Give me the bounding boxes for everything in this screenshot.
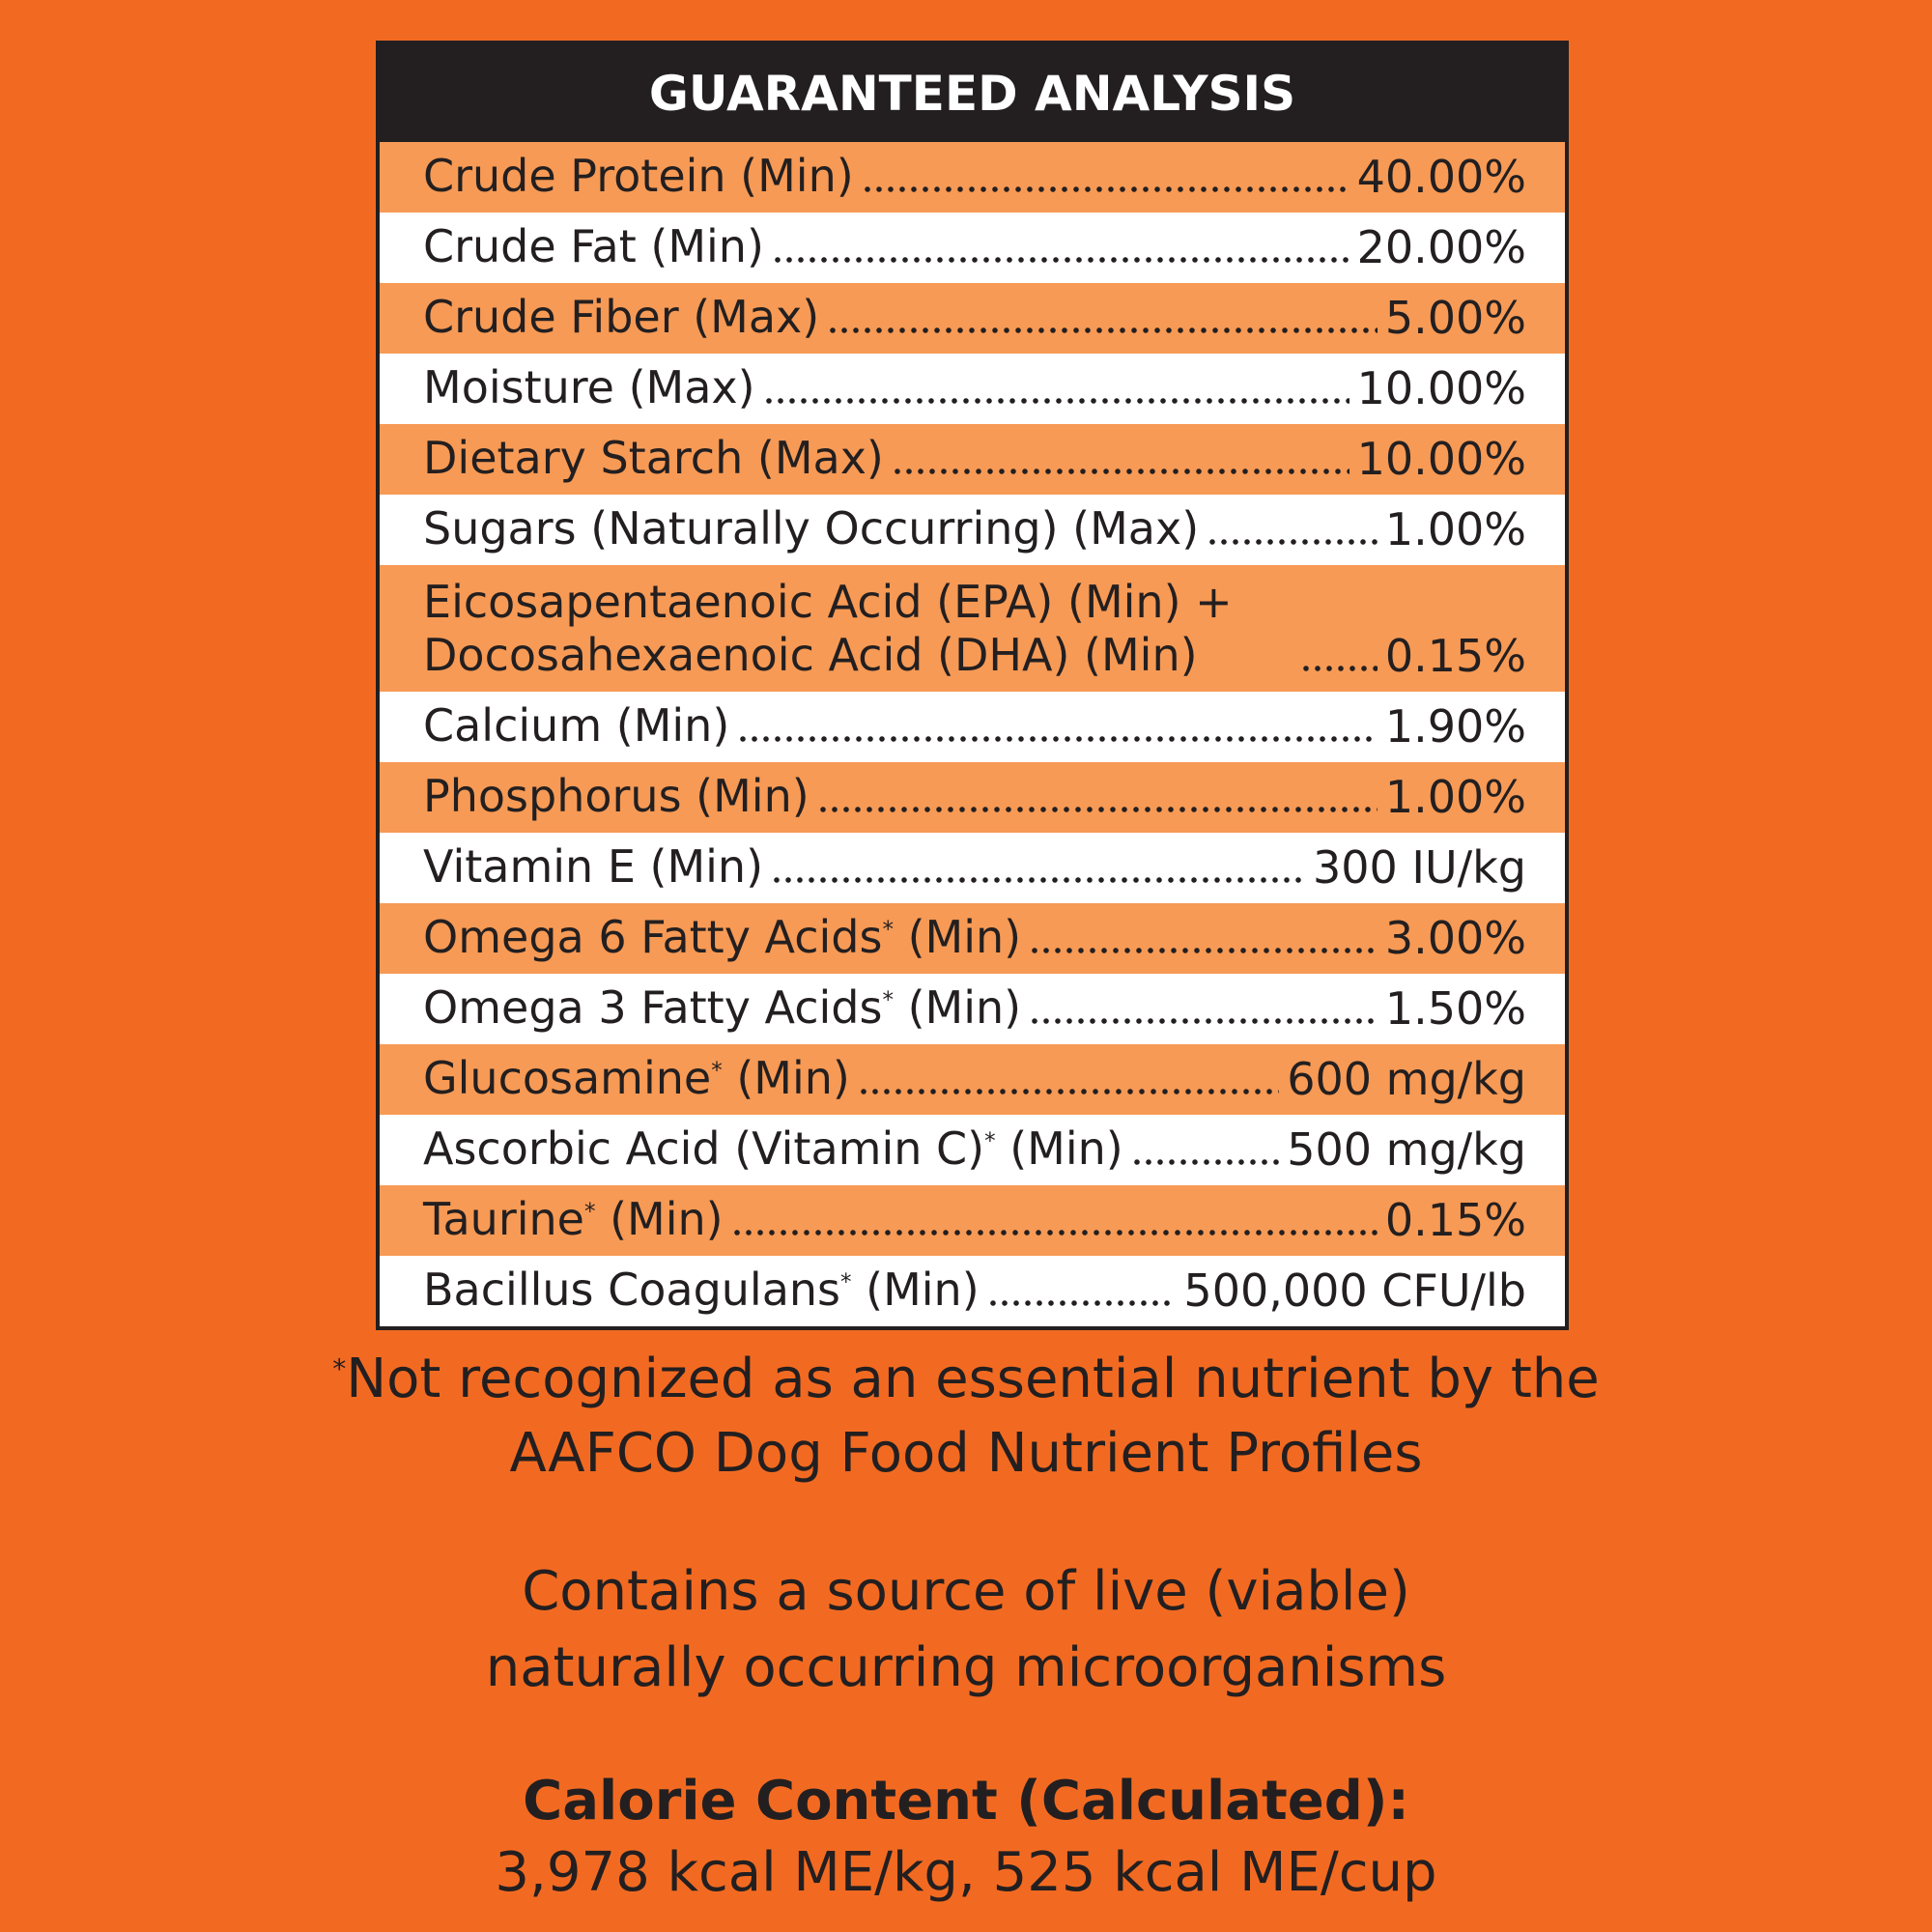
nutrient-label: Crude Fiber (Max) <box>423 290 820 343</box>
nutrient-label: Phosphorus (Min) <box>423 769 810 822</box>
table-row: Bacillus Coagulans* (Min) 500,000 CFU/lb <box>380 1256 1565 1326</box>
nutrient-value: 20.00% <box>1356 221 1526 273</box>
dot-leader <box>986 1299 1177 1307</box>
table-row: Omega 6 Fatty Acids* (Min) 3.00% <box>380 903 1565 974</box>
analysis-table: GUARANTEED ANALYSIS Crude Protein (Min) 4… <box>376 41 1569 1330</box>
nutrient-value: 300 IU/kg <box>1313 841 1526 894</box>
footnote: *Not recognized as an essential nutrient… <box>332 1348 1600 1410</box>
nutrient-value: 1.00% <box>1384 503 1526 555</box>
table-row: Sugars (Naturally Occurring) (Max) 1.00% <box>380 495 1565 565</box>
dot-leader <box>857 1088 1280 1095</box>
nutrient-label: Sugars (Naturally Occurring) (Max) <box>423 501 1200 554</box>
table-row: Calcium (Min) 1.90% <box>380 692 1565 762</box>
probiotic-note: Contains a source of live (viable) <box>522 1560 1410 1623</box>
dot-leader <box>1029 1017 1378 1025</box>
table-row: Omega 3 Fatty Acids* (Min) 1.50% <box>380 974 1565 1044</box>
nutrient-label: Omega 6 Fatty Acids* (Min) <box>423 910 1022 963</box>
nutrient-label: Vitamin E (Min) <box>423 839 764 893</box>
dot-leader <box>861 185 1350 193</box>
nutrient-value: 600 mg/kg <box>1287 1053 1526 1105</box>
table-row: Crude Fat (Min) 20.00% <box>380 213 1565 283</box>
dot-leader <box>816 806 1378 813</box>
nutrient-value: 5.00% <box>1384 292 1526 344</box>
nutrient-value: 1.50% <box>1384 982 1526 1035</box>
nutrient-value: 500,000 CFU/lb <box>1183 1264 1526 1317</box>
table-row: Phosphorus (Min) 1.00% <box>380 762 1565 833</box>
table-body: Crude Protein (Min) 40.00% Crude Fat (Min)… <box>380 142 1565 1326</box>
dot-leader <box>771 256 1350 264</box>
table-row: Eicosapentaenoic Acid (EPA) (Min) + Doco… <box>380 565 1565 692</box>
dot-leader <box>771 876 1305 884</box>
calorie-value: 3,978 kcal ME/kg, 525 kcal ME/cup <box>495 1841 1437 1904</box>
nutrient-label: Crude Protein (Min) <box>423 149 854 202</box>
nutrient-value: 0.15% <box>1384 1194 1526 1246</box>
dot-leader <box>737 735 1378 743</box>
dot-leader <box>827 327 1378 334</box>
table-title: GUARANTEED ANALYSIS <box>380 44 1565 142</box>
table-row: Crude Protein (Min) 40.00% <box>380 142 1565 213</box>
nutrient-label: Eicosapentaenoic Acid (EPA) (Min) + Doco… <box>423 575 1233 681</box>
nutrient-label: Omega 3 Fatty Acids* (Min) <box>423 980 1022 1034</box>
nutrient-value: 3.00% <box>1384 912 1526 964</box>
dot-leader <box>762 397 1350 405</box>
probiotic-note: naturally occurring microorganisms <box>485 1636 1447 1699</box>
nutrient-value: 10.00% <box>1356 433 1526 485</box>
nutrient-label: Moisture (Max) <box>423 360 755 413</box>
table-row: Dietary Starch (Max) 10.00% <box>380 424 1565 495</box>
nutrient-value: 40.00% <box>1356 151 1526 203</box>
nutrient-value: 0.15% <box>1384 630 1526 682</box>
dot-leader <box>1300 665 1378 672</box>
dot-leader <box>730 1229 1378 1236</box>
nutrient-label: Bacillus Coagulans* (Min) <box>423 1263 980 1316</box>
nutrient-label: Ascorbic Acid (Vitamin C)* (Min) <box>423 1122 1123 1175</box>
table-row: Ascorbic Acid (Vitamin C)* (Min) 500 mg/k… <box>380 1115 1565 1185</box>
table-row: Vitamin E (Min) 300 IU/kg <box>380 833 1565 903</box>
footnote: AAFCO Dog Food Nutrient Profiles <box>509 1422 1423 1485</box>
nutrient-value: 1.00% <box>1384 771 1526 823</box>
nutrient-label: Taurine* (Min) <box>423 1192 724 1245</box>
dot-leader <box>1207 538 1378 546</box>
nutrient-value: 500 mg/kg <box>1287 1123 1526 1176</box>
table-row: Glucosamine* (Min) 600 mg/kg <box>380 1044 1565 1115</box>
dot-leader <box>1029 947 1378 954</box>
dot-leader <box>1130 1158 1280 1166</box>
nutrient-label: Calcium (Min) <box>423 698 730 752</box>
dot-leader <box>891 468 1350 475</box>
nutrient-value: 10.00% <box>1356 362 1526 414</box>
nutrient-label: Dietary Starch (Max) <box>423 431 884 484</box>
table-row: Taurine* (Min) 0.15% <box>380 1185 1565 1256</box>
nutrient-label: Glucosamine* (Min) <box>423 1051 850 1104</box>
nutrient-label: Crude Fat (Min) <box>423 219 764 272</box>
nutrient-value: 1.90% <box>1384 700 1526 753</box>
table-row: Moisture (Max) 10.00% <box>380 354 1565 424</box>
table-row: Crude Fiber (Max) 5.00% <box>380 283 1565 354</box>
calorie-heading: Calorie Content (Calculated): <box>523 1770 1409 1833</box>
